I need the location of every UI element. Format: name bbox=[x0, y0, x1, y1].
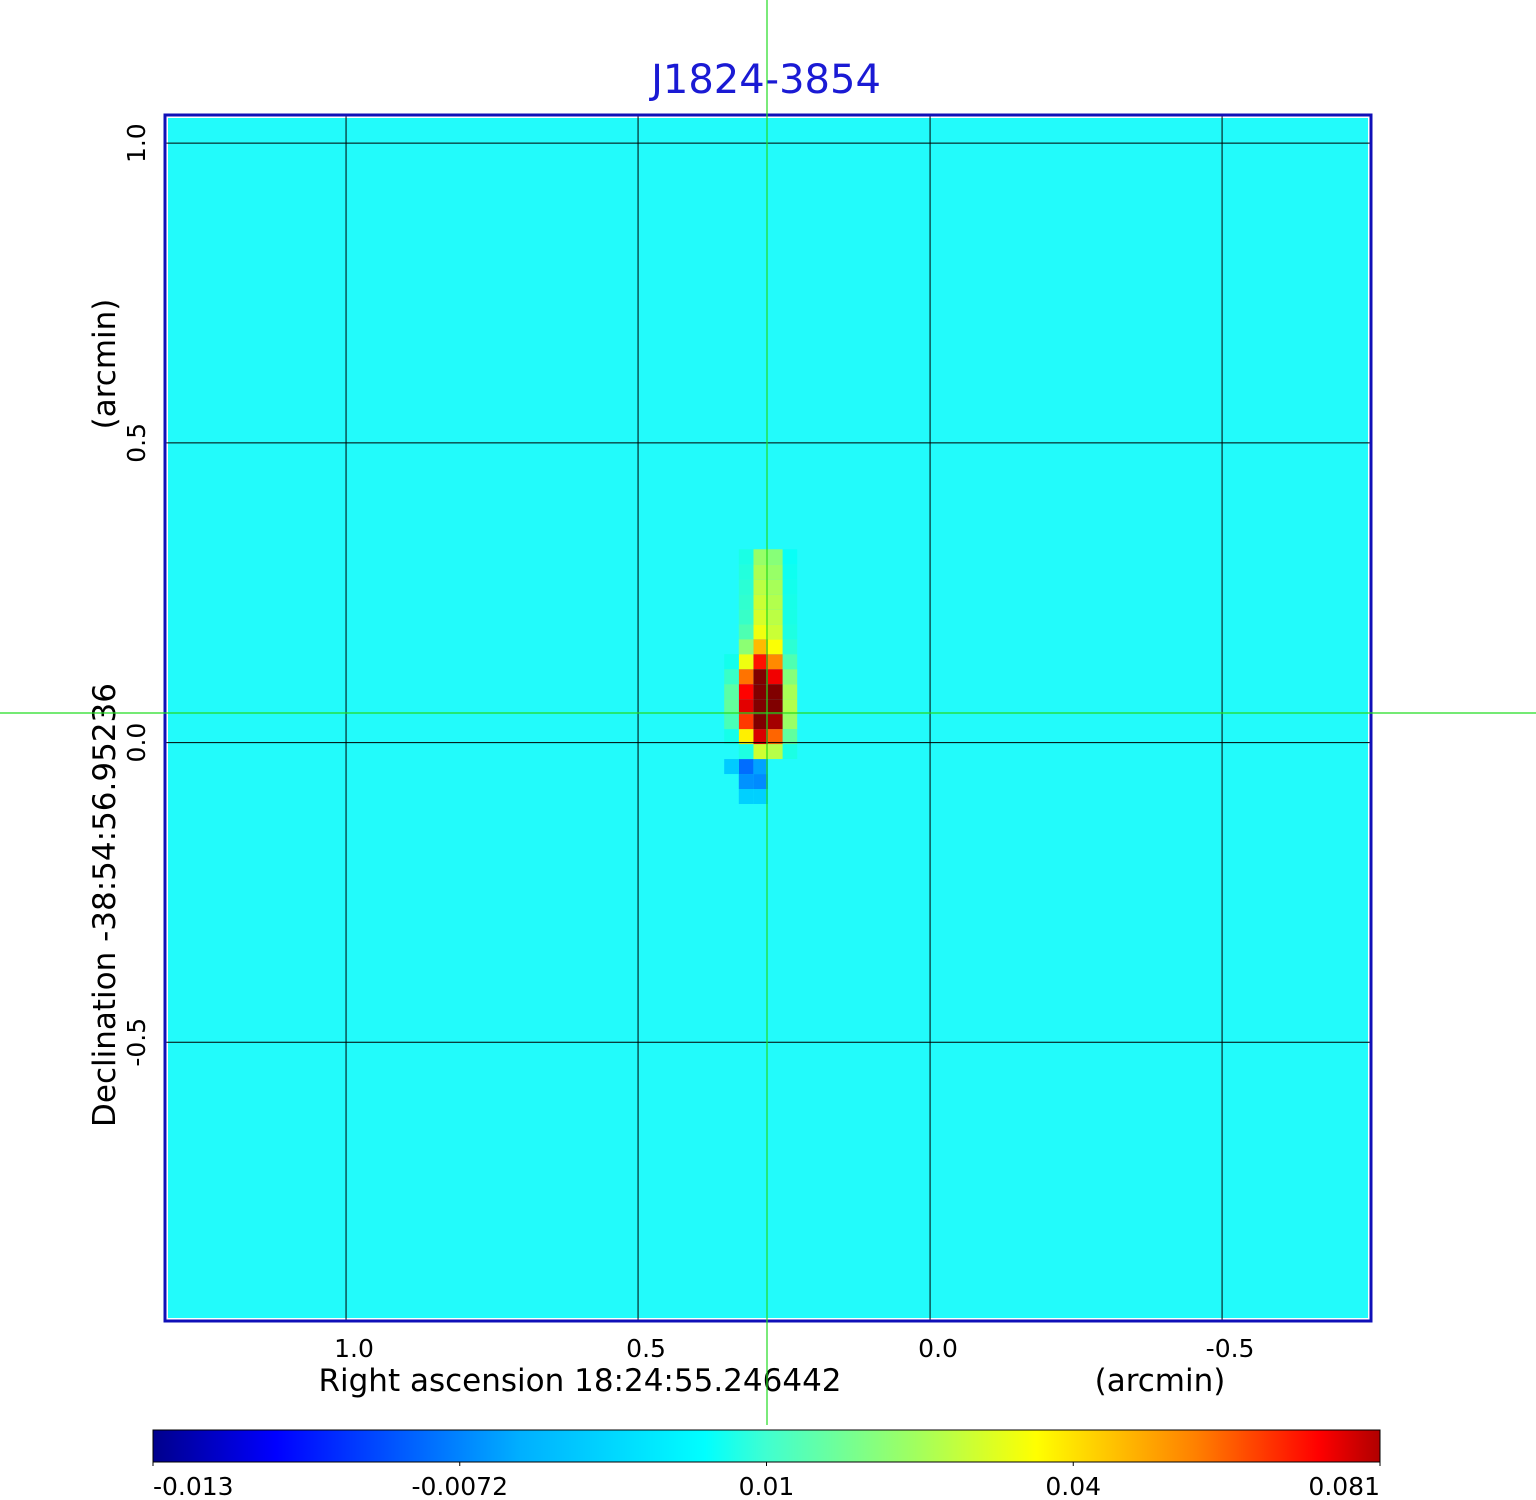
y-tick-label: 1.0 bbox=[122, 123, 151, 163]
image-pixel bbox=[768, 654, 783, 670]
image-pixel bbox=[782, 594, 798, 610]
image-pixel bbox=[782, 609, 798, 625]
image-pixel bbox=[753, 624, 768, 640]
x-axis-label: Right ascension 18:24:55.246442 bbox=[318, 1363, 841, 1399]
colorbar-tick-label: 0.081 bbox=[1308, 1472, 1380, 1500]
image-pixel bbox=[768, 594, 783, 610]
image-pixel bbox=[753, 609, 768, 625]
image-pixel bbox=[724, 759, 739, 775]
x-tick-label: -0.5 bbox=[1206, 1334, 1255, 1363]
y-axis-label: Declination -38:54:56.95236 bbox=[87, 683, 123, 1127]
y-tick-label: -0.5 bbox=[122, 1018, 151, 1067]
image-pixel bbox=[753, 759, 768, 775]
image-pixel bbox=[768, 579, 783, 595]
image-pixel bbox=[782, 669, 798, 685]
colorbar-tick-label: 0.04 bbox=[1045, 1472, 1101, 1500]
image-pixel bbox=[782, 564, 798, 580]
x-axis-unit: (arcmin) bbox=[1095, 1363, 1226, 1399]
image-pixel bbox=[768, 744, 783, 760]
image-pixel bbox=[738, 714, 754, 730]
image-pixel bbox=[753, 714, 768, 730]
image-pixel bbox=[782, 714, 798, 730]
image-pixel bbox=[738, 669, 754, 685]
colorbar-tick-label: -0.013 bbox=[153, 1472, 234, 1500]
image-pixel bbox=[738, 564, 754, 580]
plot-frame bbox=[163, 113, 1373, 1323]
image-pixel bbox=[782, 684, 798, 700]
image-pixel bbox=[782, 699, 798, 715]
image-pixel bbox=[768, 609, 783, 625]
chart-title: J1824-3854 bbox=[648, 57, 881, 103]
image-pixel bbox=[738, 654, 754, 670]
image-pixel bbox=[738, 609, 754, 625]
image-pixel bbox=[753, 669, 768, 685]
x-tick-label: 0.0 bbox=[918, 1334, 958, 1363]
y-tick-label: 0.5 bbox=[122, 423, 151, 463]
image-pixel bbox=[738, 639, 754, 655]
colorbar bbox=[152, 1429, 1381, 1463]
x-tick-label: 1.0 bbox=[334, 1334, 374, 1363]
image-pixel bbox=[782, 744, 798, 760]
image-pixel bbox=[768, 699, 783, 715]
image-pixel bbox=[782, 579, 798, 595]
image-pixel bbox=[738, 699, 754, 715]
image-pixel bbox=[782, 624, 798, 640]
image-pixel bbox=[768, 669, 783, 685]
x-tick-label: 0.5 bbox=[626, 1334, 666, 1363]
image-pixel bbox=[753, 744, 768, 760]
image-pixel bbox=[768, 624, 783, 640]
image-pixel bbox=[753, 699, 768, 715]
image-pixel bbox=[753, 594, 768, 610]
image-pixel bbox=[753, 639, 768, 655]
y-tick-labels: 1.0 0.5 0.0 -0.5 bbox=[122, 123, 151, 1066]
image-pixel bbox=[724, 714, 739, 730]
image-pixel bbox=[768, 729, 783, 745]
image-pixel bbox=[738, 624, 754, 640]
colorbar-tick-label: 0.01 bbox=[739, 1472, 795, 1500]
image-pixel bbox=[782, 729, 798, 745]
image-pixel bbox=[738, 759, 754, 775]
image-pixel bbox=[753, 654, 768, 670]
colorbar-tick-label: -0.0072 bbox=[412, 1472, 509, 1500]
image-pixel bbox=[753, 789, 768, 805]
image-pixel bbox=[782, 654, 798, 670]
image-pixel bbox=[738, 729, 754, 745]
image-pixel bbox=[738, 744, 754, 760]
image-pixel bbox=[724, 669, 739, 685]
image-pixel bbox=[782, 549, 798, 565]
image-pixel bbox=[738, 684, 754, 700]
image-pixel bbox=[753, 729, 768, 745]
image-pixel bbox=[768, 639, 783, 655]
pixel-layer bbox=[724, 549, 798, 805]
image-pixel bbox=[768, 684, 783, 700]
y-tick-label: 0.0 bbox=[122, 723, 151, 763]
image-pixel bbox=[768, 564, 783, 580]
image-layer bbox=[168, 118, 1368, 1318]
image-pixel bbox=[753, 549, 768, 565]
image-pixel bbox=[768, 714, 783, 730]
image-pixel bbox=[753, 684, 768, 700]
image-pixel bbox=[753, 564, 768, 580]
colorbar-tick-labels: -0.013 -0.0072 0.01 0.04 0.081 bbox=[152, 1462, 1381, 1500]
image-pixel bbox=[724, 684, 739, 700]
image-pixel bbox=[768, 549, 783, 565]
x-tick-labels: 1.0 0.5 0.0 -0.5 bbox=[334, 1334, 1254, 1363]
image-pixel bbox=[738, 579, 754, 595]
image-pixel bbox=[738, 594, 754, 610]
image-pixel bbox=[724, 654, 739, 670]
y-axis-unit: (arcmin) bbox=[87, 299, 123, 430]
grid-lines bbox=[165, 115, 1371, 1321]
image-pixel bbox=[753, 579, 768, 595]
image-pixel bbox=[782, 639, 798, 655]
image-pixel bbox=[724, 699, 739, 715]
image-pixel bbox=[738, 549, 754, 565]
image-pixel bbox=[738, 774, 754, 790]
image-pixel bbox=[724, 729, 739, 745]
image-pixel bbox=[738, 789, 754, 805]
image-pixel bbox=[753, 774, 768, 790]
